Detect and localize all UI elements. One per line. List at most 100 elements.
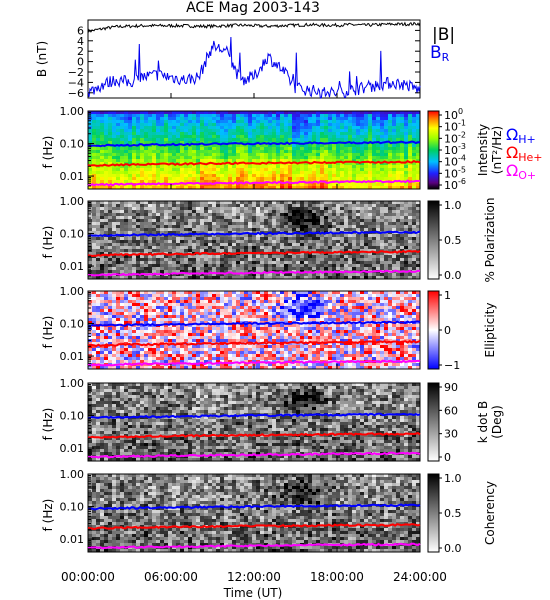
spec-cell xyxy=(132,351,137,355)
spec-cell xyxy=(296,114,301,118)
spec-cell xyxy=(376,252,381,256)
spec-cell xyxy=(120,180,125,184)
spec-cell xyxy=(120,126,125,130)
spec-cell xyxy=(260,132,265,136)
spec-cell xyxy=(224,171,229,175)
spec-cell xyxy=(196,180,201,184)
spec-cell xyxy=(92,261,97,265)
spec-cell xyxy=(228,144,233,148)
spec-cell xyxy=(304,186,309,190)
spec-cell xyxy=(284,234,289,238)
spec-cell xyxy=(360,114,365,118)
spec-cell xyxy=(148,216,153,220)
spec-cell xyxy=(304,177,309,181)
spec-cell xyxy=(396,276,401,280)
spec-cell xyxy=(140,306,145,310)
spec-cell xyxy=(300,120,305,124)
spec-cell xyxy=(104,306,109,310)
spec-cell xyxy=(384,213,389,217)
spec-cell xyxy=(144,114,149,118)
spec-cell xyxy=(92,246,97,250)
spec-cell xyxy=(392,276,397,280)
spec-cell xyxy=(160,132,165,136)
spec-cell xyxy=(320,255,325,259)
spec-cell xyxy=(252,234,257,238)
spec-cell xyxy=(332,213,337,217)
spec-cell xyxy=(164,231,169,235)
spec-cell xyxy=(340,258,345,262)
spec-cell xyxy=(260,201,265,205)
spec-cell xyxy=(104,300,109,304)
spec-cell xyxy=(276,216,281,220)
spec-cell xyxy=(112,300,117,304)
spec-cell xyxy=(312,234,317,238)
spec-cell xyxy=(168,246,173,250)
spec-cell xyxy=(180,114,185,118)
spec-cell xyxy=(264,216,269,220)
spec-cell xyxy=(132,174,137,178)
spec-cell xyxy=(244,216,249,220)
spec-cell xyxy=(104,351,109,355)
spec-cell xyxy=(148,246,153,250)
spec-cell xyxy=(340,219,345,223)
spec-cell xyxy=(128,216,133,220)
spec-cell xyxy=(312,255,317,259)
spec-cell xyxy=(216,213,221,217)
spec-cell xyxy=(116,219,121,223)
spec-cell xyxy=(124,351,129,355)
spec-cell xyxy=(280,249,285,253)
spec-cell xyxy=(368,210,373,214)
spec-cell xyxy=(200,267,205,271)
spec-cell xyxy=(132,180,137,184)
spec-cell xyxy=(336,156,341,160)
spec-cell xyxy=(140,204,145,208)
spec-cell xyxy=(236,237,241,241)
spec-cell xyxy=(104,252,109,256)
spec-cell xyxy=(344,264,349,268)
spec-cell xyxy=(96,180,101,184)
spec-cell xyxy=(108,351,113,355)
spec-cell xyxy=(328,183,333,187)
spec-cell xyxy=(172,270,177,274)
spec-cell xyxy=(144,213,149,217)
spec-cell xyxy=(288,231,293,235)
spec-cell xyxy=(284,237,289,241)
spec-cell xyxy=(136,276,141,280)
spec-cell xyxy=(272,165,277,169)
spec-cell xyxy=(168,291,173,295)
spec-cell xyxy=(144,294,149,298)
spec-cell xyxy=(104,261,109,265)
spec-cell xyxy=(372,240,377,244)
spec-cell xyxy=(392,246,397,250)
spec-cell xyxy=(160,270,165,274)
spec-cell xyxy=(236,183,241,187)
panel-intensity: 1.000.100.01f (Hz)10010-110-210-310-410-… xyxy=(41,105,504,192)
spec-cell xyxy=(404,117,409,121)
spec-cell xyxy=(264,273,269,277)
spec-cell xyxy=(236,243,241,247)
spec-cell xyxy=(292,264,297,268)
spec-cell xyxy=(216,120,221,124)
spec-cell xyxy=(208,249,213,253)
spec-cell xyxy=(312,135,317,139)
spec-cell xyxy=(360,261,365,265)
spec-cell xyxy=(188,207,193,211)
spec-cell xyxy=(316,150,321,154)
spec-cell xyxy=(232,150,237,154)
spec-cell xyxy=(120,240,125,244)
spec-cell xyxy=(336,276,341,280)
spec-cell xyxy=(172,153,177,157)
spec-cell xyxy=(376,255,381,259)
spec-cell xyxy=(344,135,349,139)
spec-cell xyxy=(316,258,321,262)
spec-cell xyxy=(108,174,113,178)
spec-cell xyxy=(324,171,329,175)
spec-cell xyxy=(340,228,345,232)
spec-cell xyxy=(108,216,113,220)
spec-cell xyxy=(416,117,421,121)
spec-cell xyxy=(208,264,213,268)
spec-cell xyxy=(348,171,353,175)
spec-cell xyxy=(204,201,209,205)
spec-cell xyxy=(396,258,401,262)
spec-cell xyxy=(168,180,173,184)
